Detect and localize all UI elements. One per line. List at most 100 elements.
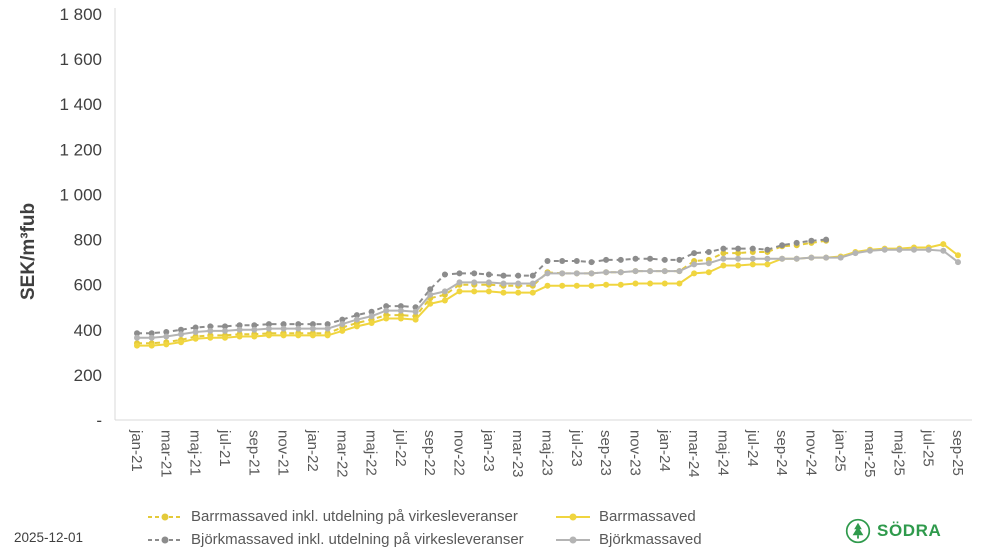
data-point-series-1 (955, 252, 961, 259)
data-point-series-1 (309, 332, 316, 339)
data-point-series-3 (353, 316, 360, 323)
data-point-series-3 (529, 280, 536, 287)
data-point-series-2 (397, 303, 404, 310)
report-date: 2025-12-01 (14, 530, 84, 545)
data-point-series-2 (676, 256, 683, 263)
data-point-series-3 (222, 327, 228, 334)
data-point-series-2 (148, 330, 155, 337)
data-point-series-1 (705, 269, 712, 276)
data-point-series-1 (148, 342, 155, 349)
x-tick-label: jan-22 (304, 429, 321, 472)
data-point-series-1 (265, 332, 272, 339)
data-point-series-3 (705, 260, 712, 267)
x-tick-label: mar-22 (333, 430, 350, 478)
data-point-series-1 (529, 289, 536, 296)
data-point-series-2 (192, 324, 199, 331)
x-tick-label: nov-23 (627, 430, 644, 476)
y-tick-label: 1 200 (59, 140, 102, 159)
data-point-series-3 (456, 279, 463, 286)
data-point-series-2 (573, 258, 580, 264)
data-point-series-2 (529, 272, 536, 279)
x-tick-label: sep-25 (949, 430, 966, 476)
data-point-series-3 (881, 246, 888, 253)
data-point-series-3 (911, 246, 917, 253)
data-point-series-3 (412, 308, 419, 315)
data-point-series-2 (178, 326, 184, 333)
data-point-series-2 (808, 237, 815, 244)
y-tick-label: 1 000 (59, 185, 102, 204)
data-point-series-1 (632, 280, 639, 287)
data-point-series-2 (617, 256, 624, 263)
data-point-series-2 (163, 329, 170, 335)
x-tick-label: maj-21 (187, 430, 204, 476)
chart-legend: Barrmassaved inkl. utdelning på virkesle… (148, 508, 702, 548)
data-point-series-1 (339, 327, 346, 334)
data-point-series-1 (295, 332, 302, 339)
data-point-series-1 (207, 334, 214, 341)
data-point-series-2 (647, 255, 654, 262)
data-point-series-1 (280, 332, 287, 339)
data-point-series-3 (251, 326, 258, 333)
data-point-series-2 (544, 258, 551, 264)
x-tick-label: nov-24 (802, 430, 819, 476)
y-tick-label: 200 (74, 366, 102, 385)
data-point-series-2 (515, 272, 522, 279)
data-point-series-2 (661, 256, 668, 263)
data-point-series-1 (485, 288, 492, 295)
x-tick-label: sep-22 (421, 430, 438, 476)
sodra-tree-icon (845, 518, 871, 544)
y-tick-label: 1 800 (59, 5, 102, 24)
x-tick-label: jan-23 (480, 429, 497, 472)
data-point-series-3 (896, 246, 903, 253)
data-point-series-2 (265, 321, 272, 328)
data-point-series-1 (500, 289, 507, 296)
data-point-series-2 (705, 249, 712, 255)
data-point-series-1 (764, 261, 771, 268)
x-tick-label: jan-24 (656, 429, 673, 472)
data-point-series-2 (632, 255, 639, 262)
x-tick-label: mar-24 (685, 430, 702, 478)
data-point-series-3 (192, 329, 199, 335)
x-tick-label: nov-22 (451, 430, 468, 476)
data-point-series-3 (808, 254, 815, 261)
data-point-series-1 (559, 282, 566, 289)
data-point-series-1 (691, 270, 698, 277)
data-point-series-3 (148, 334, 155, 341)
data-point-series-1 (735, 262, 742, 269)
data-point-series-1 (397, 315, 404, 322)
data-point-series-1 (573, 282, 580, 289)
y-tick-label: 400 (74, 321, 102, 340)
x-tick-label: jul-25 (920, 429, 937, 467)
data-point-series-1 (324, 332, 331, 339)
data-point-series-2 (456, 270, 463, 277)
sodra-logo: SÖDRA (845, 518, 941, 544)
data-point-series-2 (280, 321, 287, 328)
legend-label: Barrmassaved inkl. utdelning på virkesle… (191, 508, 518, 525)
data-point-series-3 (544, 270, 551, 277)
y-axis-title: SEK/m³fub (18, 203, 39, 300)
data-point-series-3 (720, 255, 727, 262)
data-point-series-1 (676, 280, 683, 287)
x-tick-label: jul-22 (392, 429, 409, 467)
sodra-logo-text: SÖDRA (877, 521, 942, 540)
data-point-series-3 (207, 327, 214, 334)
data-point-series-3 (500, 280, 507, 287)
data-point-series-1 (456, 288, 463, 295)
legend-swatch (556, 513, 590, 520)
data-point-series-3 (559, 270, 566, 277)
data-point-series-3 (485, 279, 492, 286)
x-tick-label: jan-25 (832, 429, 849, 472)
x-tick-label: maj-22 (363, 430, 380, 476)
data-point-series-1 (427, 300, 434, 307)
legend-label: Björkmassaved inkl. utdelning på virkesl… (191, 531, 524, 548)
data-point-series-2 (207, 323, 214, 330)
data-point-series-3 (588, 270, 595, 277)
x-tick-label: jan-21 (128, 429, 145, 472)
data-point-series-2 (779, 242, 786, 249)
data-point-series-2 (353, 312, 360, 319)
data-point-series-3 (735, 255, 742, 262)
data-point-series-3 (339, 321, 346, 328)
data-point-series-3 (280, 325, 287, 332)
data-point-series-2 (500, 272, 507, 279)
